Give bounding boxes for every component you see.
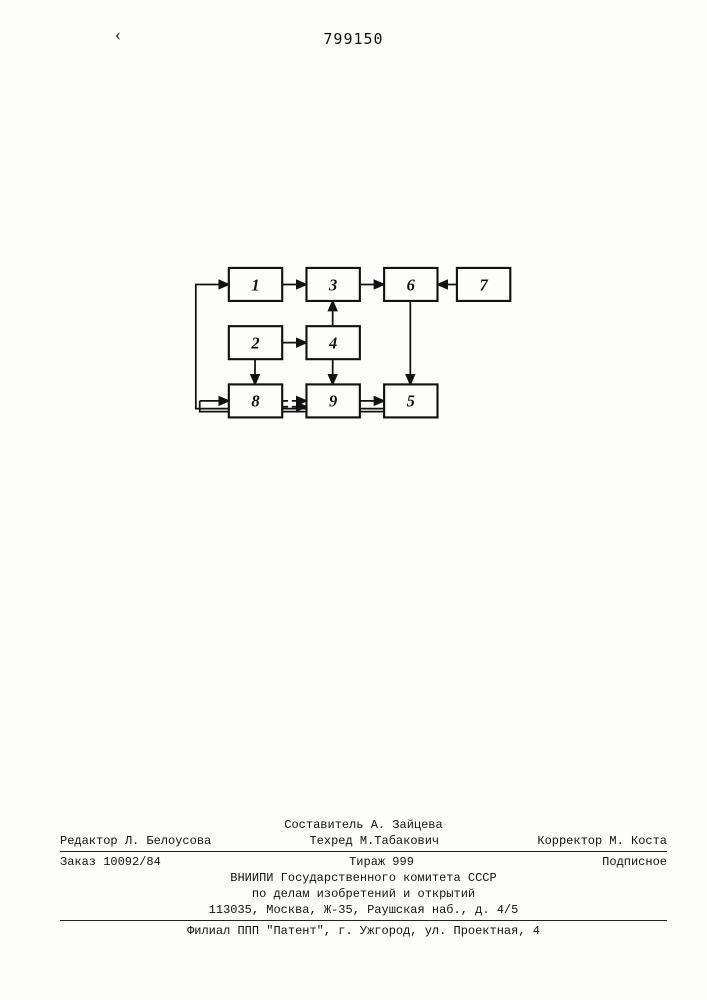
podpisnoe: Подписное [602, 855, 667, 869]
org-line-1: ВНИИПИ Государственного комитета СССР [60, 871, 667, 885]
corrector: Корректор М. Коста [537, 834, 667, 848]
compiler-line: Составитель А. Зайцева [60, 818, 667, 832]
address-line: 113035, Москва, Ж-35, Раушская наб., д. … [60, 903, 667, 917]
svg-text:3: 3 [328, 275, 337, 294]
order-number: Заказ 10092/84 [60, 855, 161, 869]
org-line-2: по делам изобретений и открытий [60, 887, 667, 901]
svg-text:8: 8 [251, 392, 259, 411]
svg-text:5: 5 [407, 392, 415, 411]
svg-text:2: 2 [250, 334, 259, 353]
svg-text:7: 7 [479, 275, 488, 294]
divider [60, 851, 667, 852]
svg-text:4: 4 [328, 334, 337, 353]
page: ‹ 799150 1 2 3 4 5 6 7 8 9 Составитель А. Зайцев… [0, 0, 707, 1000]
editor: Редактор Л. Белоусова [60, 834, 211, 848]
svg-text:1: 1 [251, 275, 259, 294]
tirazh: Тираж 999 [349, 855, 414, 869]
svg-text:9: 9 [329, 392, 337, 411]
divider [60, 920, 667, 921]
order-row: Заказ 10092/84 Тираж 999 Подписное [60, 855, 667, 869]
branch-line: Филиал ППП "Патент", г. Ужгород, ул. Про… [60, 924, 667, 938]
block-diagram: 1 2 3 4 5 6 7 8 9 [190, 255, 520, 475]
svg-text:6: 6 [407, 275, 416, 294]
scan-mark: ‹ [115, 24, 121, 45]
techred: Техред М.Табакович [309, 834, 439, 848]
credits-row: Редактор Л. Белоусова Техред М.Табакович… [60, 834, 667, 848]
document-number: 799150 [323, 30, 383, 48]
footer-block: Составитель А. Зайцева Редактор Л. Белоу… [60, 816, 667, 940]
